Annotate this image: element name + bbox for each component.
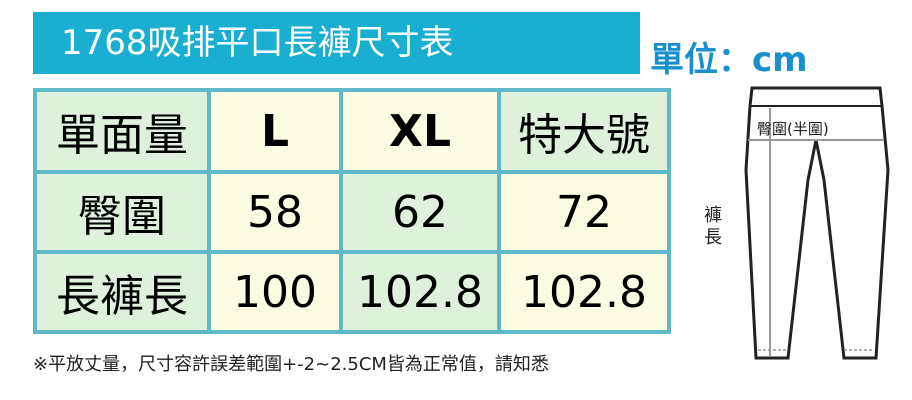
header-cell: L <box>207 88 343 174</box>
note: ※平放丈量，尺寸容許誤差範圍+-2~2.5CM皆為正常值，請知悉 <box>33 354 549 375</box>
title: 1768吸排平口長褲尺寸表 <box>33 12 640 74</box>
header-cell: 單面量 <box>33 88 211 174</box>
cell: 72 <box>497 170 671 254</box>
cell: 100 <box>207 250 343 334</box>
row-label: 長褲長 <box>33 250 211 334</box>
header-cell: XL <box>339 88 501 174</box>
header-cell: 特大號 <box>497 88 671 174</box>
row-label: 臀圍 <box>33 170 211 254</box>
cell: 62 <box>339 170 501 254</box>
cell: 102.8 <box>339 250 501 334</box>
unit: 單位：cm <box>650 40 808 80</box>
size-table: 單面量 L XL 特大號 臀圍 58 62 72 長褲長 100 102.8 1… <box>33 88 671 334</box>
hip-label: 臀圍(半圍) <box>757 120 829 138</box>
length-label: 褲長 <box>704 205 722 248</box>
cell: 102.8 <box>497 250 671 334</box>
pants-diagram <box>744 86 890 360</box>
cell: 58 <box>207 170 343 254</box>
pants-outline <box>744 86 890 360</box>
